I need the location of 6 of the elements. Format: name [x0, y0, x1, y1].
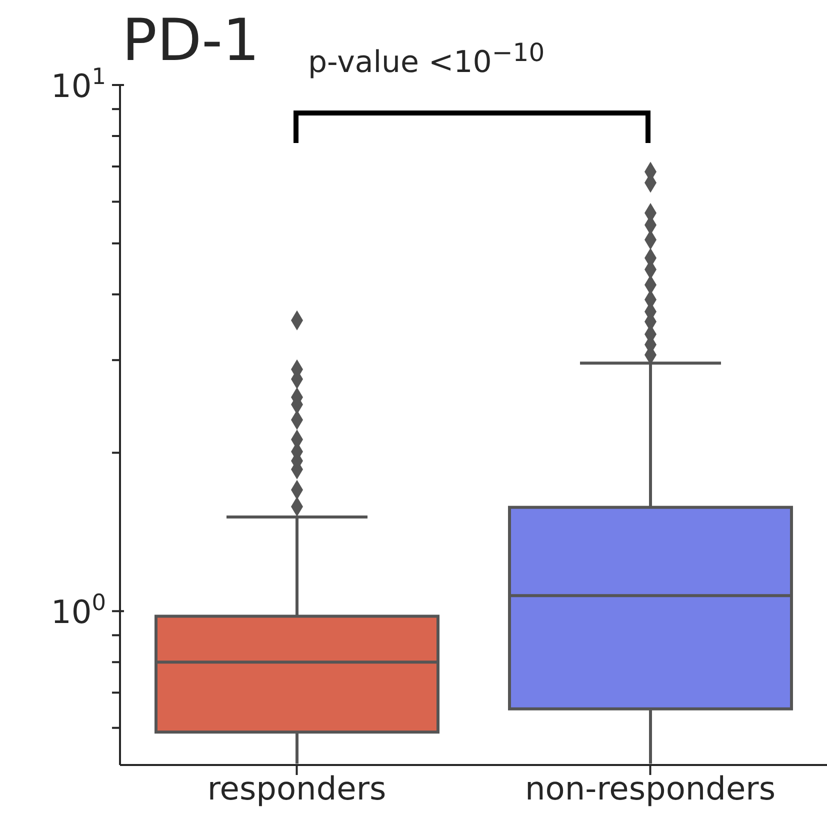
chart-title: PD-1 [122, 6, 260, 74]
y-tick-label: 10$^{1}$ [51, 64, 106, 105]
x-tick-label: non-responders [525, 770, 776, 808]
x-tick-label: responders [207, 770, 386, 808]
y-tick-label: 10$^{0}$ [51, 590, 106, 632]
text: p-value <10$^{−10}$ [308, 38, 545, 80]
